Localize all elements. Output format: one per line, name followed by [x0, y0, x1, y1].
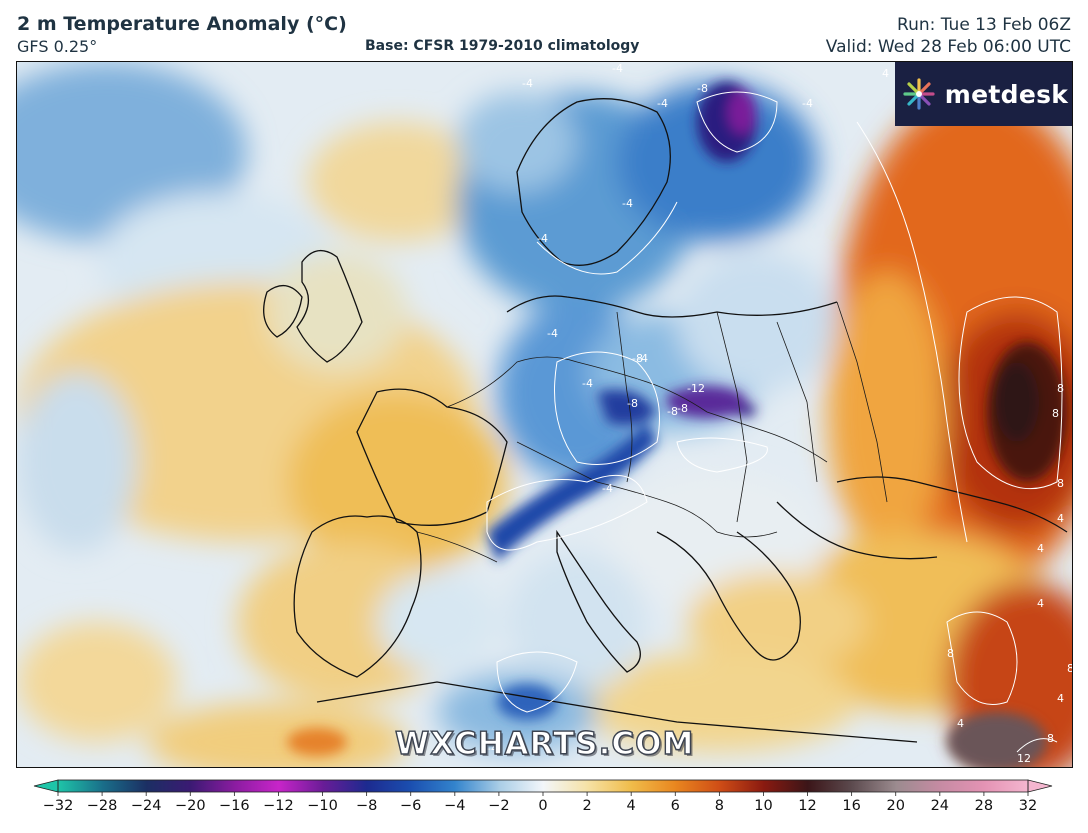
contour-label: 4 [1057, 512, 1064, 525]
colorbar-segment [190, 780, 235, 792]
climatology-base-label: Base: CFSR 1979-2010 climatology [365, 38, 640, 54]
colorbar-segment [719, 780, 764, 792]
contour-label: -4 [547, 327, 558, 340]
colorbar-tick-label: −24 [130, 798, 162, 814]
anomaly-field: -4-4-4 -4-8-4-4-4-4-8-4-8-12-8-8-4-448884… [17, 62, 1072, 767]
colorbar-segment [322, 780, 368, 792]
colorbar-tick-label: 12 [798, 798, 817, 814]
contour-label: 4 [1037, 542, 1044, 555]
colorbar-tick-label: −12 [263, 798, 294, 814]
colorbar-segment [454, 780, 500, 792]
contour-label: 8 [1057, 382, 1064, 395]
colorbar-tick-label: −6 [400, 798, 422, 814]
contour-label: -4 [657, 97, 668, 110]
colorbar-tick-label: 0 [538, 798, 548, 814]
colorbar-tick-label: −28 [86, 798, 118, 814]
colorbar-tick-label: −10 [307, 798, 338, 814]
colorbar-tick-label: 2 [582, 798, 592, 814]
contour-label: 8 [1057, 477, 1064, 490]
colorbar-tick-label: −20 [174, 798, 206, 814]
colorbar-segment [278, 780, 324, 792]
colorbar-tick-label: −16 [219, 798, 250, 814]
contour-label: 8 [1047, 732, 1054, 745]
colorbar-segment [587, 780, 632, 792]
colorbar-segment [851, 780, 897, 792]
contour-label: 4 [1037, 597, 1044, 610]
colorbar-segment [234, 780, 279, 792]
contour-label: 12 [1017, 752, 1031, 765]
contour-label: -4 [537, 232, 548, 245]
colorbar-tick-label: −8 [355, 798, 378, 814]
colorbar-segment [146, 780, 191, 792]
contour-label: -8 [667, 405, 678, 418]
run-label: Run: Tue 13 Feb 06Z [897, 15, 1071, 35]
colorbar-segment [895, 780, 941, 792]
colorbar-tick-label: 4 [626, 798, 636, 814]
colorbar-tick-label: 24 [930, 798, 950, 814]
contour-label: -8 [697, 82, 708, 95]
contour-label: -8 [632, 352, 643, 365]
contour-label: 8 [1067, 662, 1072, 675]
contour-label: -4 [612, 62, 623, 75]
contour-label: 8 [1052, 407, 1059, 420]
contour-label: 4 [957, 717, 964, 730]
metdesk-logo-icon [903, 78, 935, 110]
colorbar-tick-label: −32 [42, 798, 74, 814]
metdesk-logo-text: metdesk [944, 79, 1069, 109]
colorbar-tick-label: 20 [886, 798, 905, 814]
model-label: GFS 0.25° [17, 37, 98, 56]
colorbar-segment [498, 780, 544, 792]
contour-label: 4 [1057, 692, 1064, 705]
colorbar-tick-label: 8 [714, 798, 724, 814]
colorbar-segment [366, 780, 412, 792]
colorbar-segment [410, 780, 456, 792]
contour-label: 8 [947, 647, 954, 660]
contour-label: -4 [637, 352, 648, 365]
metdesk-logo[interactable]: metdesk [895, 62, 1072, 126]
colorbar-segment [763, 780, 809, 792]
colorbar-tick-label: −2 [488, 798, 510, 814]
wxcharts-watermark: WXCHARTS.COM [394, 725, 695, 762]
colorbar-segment [675, 780, 720, 792]
colorbar-tick-label: 10 [754, 798, 773, 814]
colorbar-tick-label: −4 [444, 798, 466, 814]
contour-label: -4 [622, 197, 633, 210]
colorbar-segment [58, 780, 103, 792]
colorbar-segment [631, 780, 676, 792]
colorbar-segment [102, 780, 147, 792]
contour-label: -4 [522, 77, 533, 90]
colorbar-segment [983, 780, 1029, 792]
colorbar-tick-label: 16 [842, 798, 861, 814]
colorbar-max-arrow [1027, 779, 1053, 793]
colorbar-tick-label: 32 [1018, 798, 1038, 814]
contour-label: -4 [802, 97, 813, 110]
colorbar-tick-label: 28 [974, 798, 994, 814]
valid-time-label: Valid: Wed 28 Feb 06:00 UTC [825, 37, 1071, 57]
contour-label: 4 [882, 67, 889, 80]
chart-title: 2 m Temperature Anomaly (°C) [17, 13, 347, 35]
colorbar-tick-label: 6 [670, 798, 680, 814]
contour-label: -4 [602, 482, 613, 495]
contour-label: -4 [582, 377, 593, 390]
contour-label: -4 [487, 742, 498, 755]
contour-label: -8 [627, 397, 638, 410]
contour-label: -12 [687, 382, 705, 395]
colorbar [33, 779, 1053, 796]
colorbar-segment [939, 780, 985, 792]
colorbar-min-arrow [33, 779, 59, 793]
contour-label: -8 [677, 402, 688, 415]
colorbar-segment [543, 780, 588, 792]
anomaly-map[interactable]: -4 -4 -4 -4 -8 -4 -4 -4 -4 -8 -4 -8 -12 -8 -8 -4 -4 4 8 8 8 4… [16, 61, 1073, 768]
colorbar-segment [807, 780, 853, 792]
